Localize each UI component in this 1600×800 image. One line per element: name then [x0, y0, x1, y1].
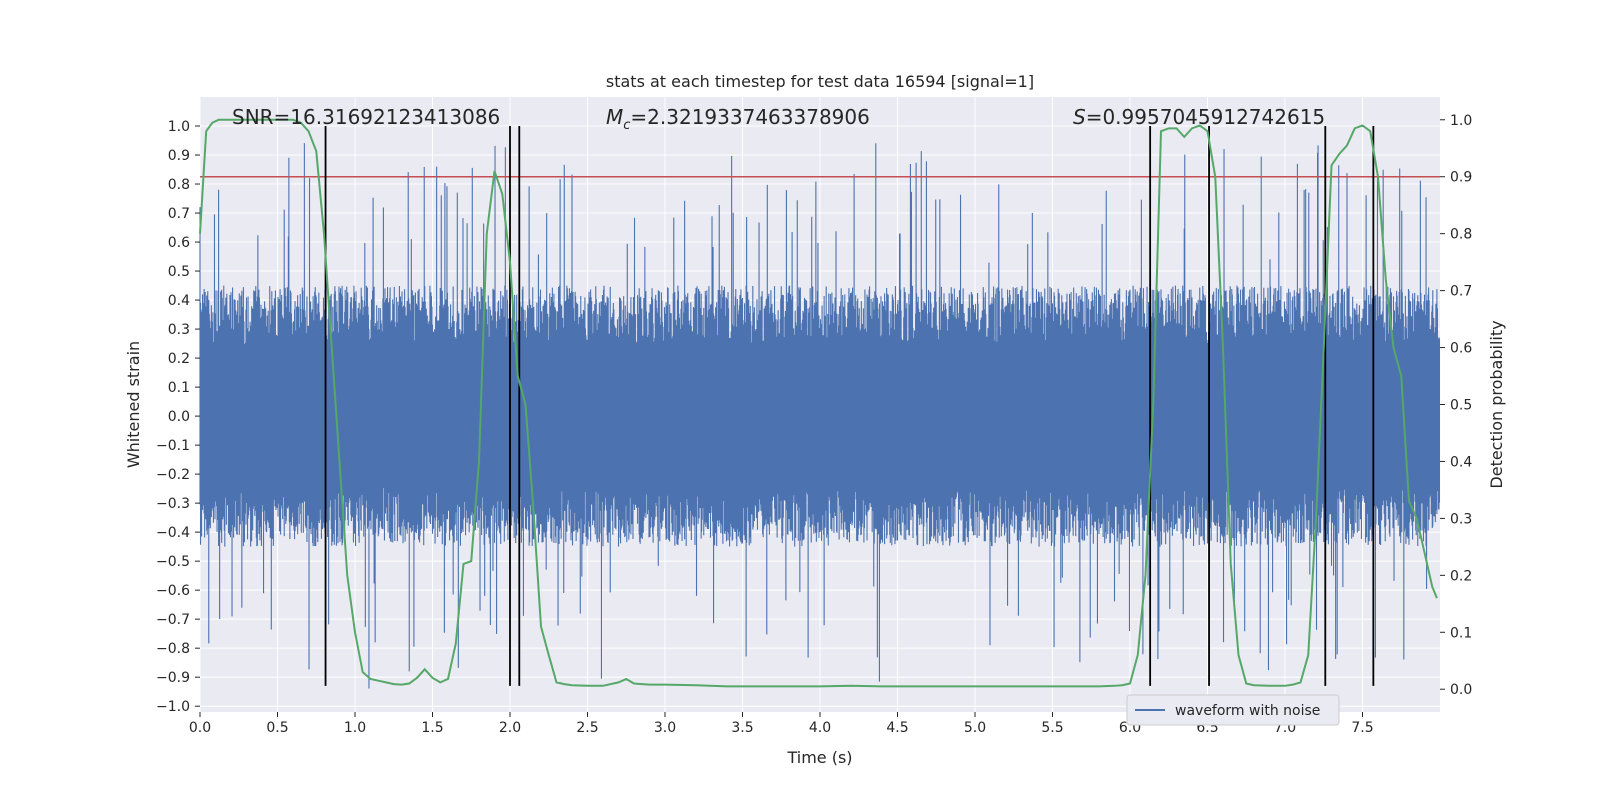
y-right-tick-label: 0.5 [1450, 398, 1472, 414]
y-left-tick-label: 0.3 [168, 322, 190, 338]
x-tick-label: 4.0 [809, 720, 831, 736]
x-tick-label: 0.0 [189, 720, 211, 736]
x-tick-label: 2.5 [576, 720, 598, 736]
y-axis-label-right: Detection probability [1487, 320, 1506, 488]
y-left-tick-label: −0.4 [156, 525, 190, 541]
y-left-tick-label: −0.7 [156, 612, 190, 628]
y-right-tick-label: 0.7 [1450, 284, 1472, 300]
x-axis-label: Time (s) [786, 748, 852, 767]
y-right-tick-label: 0.1 [1450, 625, 1472, 641]
x-tick-label: 1.0 [344, 720, 366, 736]
y-axis-left: −1.0 −0.9 −0.8 −0.7 −0.6 −0.5 −0.4 −0.3 −0.2 −0.1… [156, 119, 200, 715]
mc-value: =2.3219337463378906 [630, 105, 869, 129]
x-tick-label: 1.5 [421, 720, 443, 736]
y-right-tick-label: 0.3 [1450, 511, 1472, 527]
legend: waveform with noise [1126, 694, 1340, 726]
mc-subscript: c [623, 118, 630, 133]
y-right-tick-label: 0.8 [1450, 227, 1472, 243]
x-tick-label: 3.5 [731, 720, 753, 736]
y-left-tick-label: 0.5 [168, 264, 190, 280]
y-axis-right: 0.0 0.1 0.2 0.3 0.4 0.5 0.6 0.7 0.8 0.9 1.0 [1440, 113, 1472, 698]
legend-box [1126, 694, 1340, 726]
legend-label-waveform: waveform with noise [1175, 703, 1320, 719]
s-annotation: S=0.9957045912742615 [1073, 105, 1325, 129]
y-left-tick-label: −0.2 [156, 467, 190, 483]
y-right-tick-label: 1.0 [1450, 113, 1472, 129]
y-right-tick-label: 0.9 [1450, 170, 1472, 186]
snr-annotation: SNR=16.31692123413086 [232, 105, 500, 129]
y-left-tick-label: 0.9 [168, 148, 190, 164]
chart-title: stats at each timestep for test data 165… [606, 72, 1034, 91]
mc-symbol: M [606, 105, 623, 129]
x-tick-label: 2.0 [499, 720, 521, 736]
x-tick-label: 4.5 [886, 720, 908, 736]
y-right-tick-label: 0.2 [1450, 568, 1472, 584]
y-right-tick-label: 0.4 [1450, 454, 1472, 470]
y-left-tick-label: −0.8 [156, 641, 190, 657]
y-left-tick-label: 1.0 [168, 119, 190, 135]
y-left-tick-label: 0.6 [168, 235, 190, 251]
y-right-tick-label: 0.0 [1450, 682, 1472, 698]
x-tick-label: 3.0 [654, 720, 676, 736]
y-left-tick-label: −0.5 [156, 554, 190, 570]
y-left-tick-label: 0.2 [168, 351, 190, 367]
y-left-tick-label: −0.3 [156, 496, 190, 512]
x-tick-label: 0.5 [266, 720, 288, 736]
s-symbol: S [1073, 105, 1086, 129]
y-axis-label-left: Whitened strain [124, 341, 143, 468]
y-left-tick-label: 0.1 [168, 380, 190, 396]
x-tick-label: 5.0 [964, 720, 986, 736]
y-left-tick-label: 0.8 [168, 177, 190, 193]
y-left-tick-label: −0.6 [156, 583, 190, 599]
detection-probability-line [199, 118, 1438, 688]
x-tick-label: 7.5 [1351, 720, 1373, 736]
y-left-tick-label: 0.7 [168, 206, 190, 222]
x-axis: 0.0 0.5 1.0 1.5 2.0 2.5 3.0 3.5 4.0 4.5 5.0 5.5 6.0 6… [189, 712, 1374, 736]
y-left-tick-label: −0.1 [156, 438, 190, 454]
y-left-tick-label: −0.9 [156, 670, 190, 686]
y-left-tick-label: 0.4 [168, 293, 190, 309]
y-left-tick-label: 0.0 [168, 409, 190, 425]
x-tick-label: 5.5 [1041, 720, 1063, 736]
s-value: =0.9957045912742615 [1086, 105, 1325, 129]
y-right-tick-label: 0.6 [1450, 341, 1472, 357]
chirp-mass-annotation: Mc=2.3219337463378906 [606, 105, 870, 133]
y-left-tick-label: −1.0 [156, 699, 190, 715]
overlays [199, 118, 1440, 688]
